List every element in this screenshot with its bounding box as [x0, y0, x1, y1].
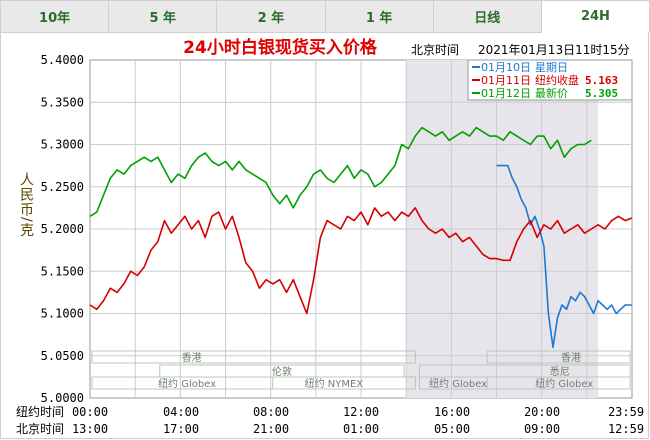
ny-time-tick: 00:00	[72, 405, 108, 419]
market-session-label: 纽约 Globex	[158, 377, 216, 390]
bj-time-tick: 09:00	[524, 422, 560, 436]
legend-label: 最新价	[535, 86, 568, 100]
tab-5-year[interactable]: 5 年	[109, 0, 218, 33]
y-tick-label: 5.3500	[41, 95, 84, 109]
bj-time-tick: 17:00	[163, 422, 199, 436]
y-tick-labels: 5.4000 5.3500 5.3000 5.2500 5.2000 5.1500 5.10…	[41, 53, 84, 405]
x-tick-labels: 00:00 04:00 08:00 12:00 16:00 20:00 23:59 13:00…	[72, 405, 644, 436]
tab-2-year[interactable]: 2 年	[217, 0, 326, 33]
ny-time-tick: 08:00	[253, 405, 289, 419]
market-session-label: 悉尼	[550, 366, 570, 378]
market-session-label: 伦敦	[272, 365, 292, 378]
market-session-label: 香港	[561, 352, 581, 364]
chart-frame	[0, 32, 649, 439]
tab-10-year[interactable]: 10年	[0, 0, 110, 33]
ny-time-tick: 04:00	[163, 405, 199, 419]
y-tick-label: 5.1000	[41, 307, 84, 321]
bj-time-row-label: 北京时间	[16, 422, 64, 436]
ny-time-row-label: 纽约时间	[16, 404, 64, 419]
tab-daily[interactable]: 日线	[433, 0, 542, 33]
market-session-box	[486, 350, 631, 364]
legend-date: 01月10日	[481, 61, 531, 74]
legend-label: 纽约收盘	[535, 73, 579, 87]
series-line	[89, 126, 592, 217]
y-tick-label: 5.1500	[41, 264, 84, 278]
legend-value: 5.163	[585, 74, 618, 87]
bj-time-tick: 05:00	[434, 422, 470, 436]
location-label: 北京时间	[411, 43, 459, 57]
market-session-box	[91, 350, 416, 364]
market-session-label: 香港	[182, 352, 202, 364]
market-session-label: 纽约 Globex	[429, 377, 487, 390]
y-tick-label: 5.0500	[41, 349, 84, 363]
bj-time-tick: 01:00	[343, 422, 379, 436]
y-tick-label: 5.3000	[41, 138, 84, 152]
bj-time-tick: 21:00	[253, 422, 289, 436]
bj-time-tick: 13:00	[72, 422, 108, 436]
legend-label: 星期日	[535, 61, 568, 74]
legend-box	[467, 59, 633, 101]
market-session-label: 纽约 NYMEX	[305, 377, 364, 390]
tab-24h[interactable]: 24H	[541, 0, 650, 33]
legend: 01月10日 星期日 01月11日 纽约收盘 5.163 01月12日 最新价 5.305	[467, 59, 633, 101]
market-session-label: 纽约 Globex	[535, 377, 593, 390]
ny-time-tick: 20:00	[524, 405, 560, 419]
ny-time-tick: 12:00	[343, 405, 379, 419]
legend-value: 5.305	[585, 87, 618, 100]
y-tick-label: 5.2000	[41, 222, 84, 236]
y-tick-label: 5.2500	[41, 180, 84, 194]
y-tick-label: 5.0000	[41, 391, 84, 405]
y-axis-label: 人民币/克	[18, 172, 34, 238]
chart-title: 24小时白银现货买入价格	[183, 37, 378, 58]
ny-time-tick: 16:00	[434, 405, 470, 419]
tab-1-year[interactable]: 1 年	[325, 0, 434, 33]
timestamp-label: 2021年01月13日11时15分	[478, 43, 630, 57]
market-session-box	[486, 376, 631, 390]
legend-date: 01月11日	[481, 74, 531, 87]
ny-time-tick: 23:59	[608, 405, 644, 419]
grid-lines	[90, 60, 632, 398]
market-session-box	[272, 376, 416, 390]
legend-date: 01月12日	[481, 87, 531, 100]
series-line	[496, 164, 632, 349]
y-tick-label: 5.4000	[41, 53, 84, 67]
bj-time-tick: 12:59	[608, 422, 644, 436]
period-tabs: 10年 5 年 2 年 1 年 日线 24H	[0, 0, 650, 33]
series-lines	[89, 126, 633, 349]
series-line	[89, 207, 633, 315]
